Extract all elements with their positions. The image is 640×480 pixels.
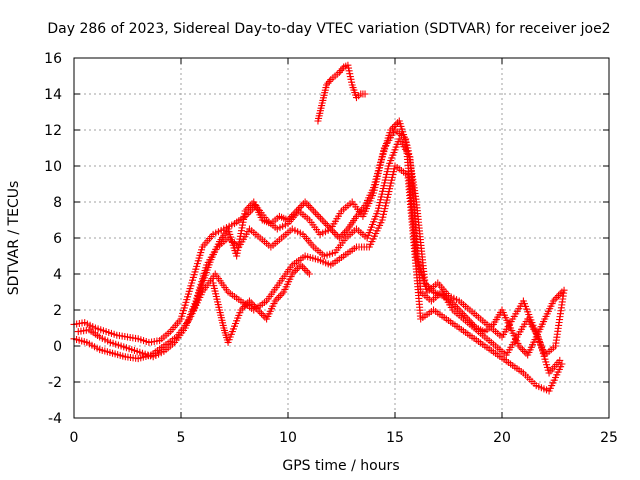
data-point [259,311,267,319]
y-tick-label: 4 [53,267,62,283]
x-tick-label: 25 [600,430,618,446]
data-point [556,356,564,364]
data-point [318,216,326,224]
data-point [330,229,338,237]
data-point [275,293,283,301]
y-tick-label: 8 [53,195,62,211]
x-tick-label: 15 [386,430,404,446]
data-point [302,266,310,274]
y-tick-label: 12 [44,123,62,139]
series-track-c [70,162,566,395]
data-point [459,310,467,318]
chart-title: Day 286 of 2023, Sidereal Day-to-day VTE… [47,21,610,37]
series-track-e [209,261,313,346]
y-tick-label: -2 [48,375,62,391]
data-point [301,198,309,206]
data-point [296,203,304,211]
data-point [323,221,331,229]
data-point [317,214,325,222]
x-tick-label: 20 [493,430,511,446]
axis-ticks [73,57,610,419]
data-point [553,293,561,301]
data-point [292,266,300,274]
y-tick-label: 2 [53,303,62,319]
data-point [305,202,313,210]
data-point [304,268,312,276]
data-point [329,227,337,235]
data-point [303,200,311,208]
data-point [313,211,321,219]
y-tick-label: -4 [48,411,62,427]
series-track-b [74,135,564,377]
data-point [520,347,528,355]
x-tick-label: 10 [279,430,297,446]
series-track-d [190,117,566,359]
data-point [256,308,264,316]
y-tick-label: 10 [44,159,62,175]
data-point [392,121,400,129]
x-tick-label: 5 [177,430,186,446]
data-point [361,90,369,98]
data-point [311,209,319,217]
data-point [558,360,566,368]
data-point [299,263,307,271]
y-tick-label: 6 [53,231,62,247]
data-point [315,212,323,220]
data-point [320,218,328,226]
data-point [308,205,316,213]
data-point [306,203,314,211]
data-series [70,61,568,395]
y-axis-label: SDTVAR / TECUs [6,181,22,296]
data-point [322,220,330,228]
tick-labels: 0 5 10 15 20 25 -4 -2 0 2 4 6 8 10 12 14 16 [44,51,618,446]
data-point [257,310,265,318]
x-axis-label: GPS time / hours [282,458,399,474]
data-point [325,223,333,231]
data-point [276,292,284,300]
data-point [332,230,340,238]
data-point [340,229,348,237]
y-tick-label: 14 [44,87,62,103]
series-track-f [314,61,369,125]
y-tick-label: 16 [44,51,62,67]
data-point [558,288,566,296]
x-tick-label: 0 [70,430,79,446]
data-point [300,265,308,273]
y-tick-label: 0 [53,339,62,355]
data-point [310,207,318,215]
data-point [457,308,465,316]
data-point [305,270,313,278]
data-point [342,227,350,235]
data-point [519,346,527,354]
